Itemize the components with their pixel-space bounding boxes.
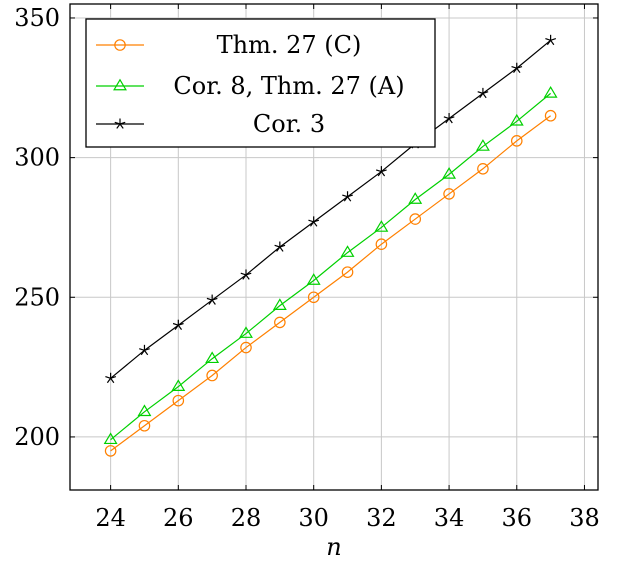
data-point [274,241,286,252]
data-point [172,319,184,331]
data-point [306,273,321,285]
x-tick-label: 38 [569,504,600,532]
data-point [103,432,118,445]
data-point [544,109,557,122]
legend-entry: Cor. 8, Thm. 27 (A) [96,72,405,100]
legend-entry: Cor. 3 [96,110,325,138]
data-point [342,191,353,202]
series-line [110,115,551,452]
plot-frame [69,3,599,491]
data-point [475,139,490,151]
data-point [240,341,252,354]
series-line [110,39,551,379]
data-point [340,245,355,257]
data-point [308,216,320,227]
data-point [545,34,557,46]
series-line [110,92,551,441]
data-point [375,166,387,177]
series-triangle [103,86,558,445]
data-point [138,419,151,432]
data-point [543,86,558,98]
x-tick-label: 28 [231,504,262,532]
data-point [374,220,389,232]
legend-label: Cor. 3 [253,110,325,138]
legend: Thm. 27 (C) Cor. 8, Thm. 27 (A) Cor. 3 [85,18,436,148]
data-point [139,344,150,356]
y-tick-label: 250 [14,283,60,311]
x-tick-label: 34 [434,504,465,532]
x-tick-label: 30 [298,504,329,532]
data-point [104,445,117,457]
x-axis-label: n [326,533,341,561]
data-point [511,62,523,74]
tick-labels: 24 26 28 30 32 34 36 38 200 250 300 350 [14,4,600,532]
data-point [375,238,388,251]
y-tick-label: 200 [14,423,60,451]
data-point [443,188,455,200]
data-point [206,369,218,382]
data-point [443,113,455,124]
legend-marker [114,118,126,129]
data-point [510,135,523,147]
legend-box [85,18,436,148]
data-point [409,213,422,225]
data-point [274,316,286,329]
data-point [206,294,218,305]
data-point [172,394,185,407]
data-point [272,298,287,310]
data-point [477,87,489,99]
data-point [341,266,354,278]
data-point [205,351,220,364]
x-tick-label: 36 [501,504,532,532]
data-point [442,167,457,179]
data-point [137,404,152,417]
data-point [477,162,489,175]
x-tick-label: 24 [95,504,126,532]
data-point [239,326,253,338]
data-point [171,379,186,391]
y-tick-label: 300 [14,144,60,172]
data-point [105,372,117,384]
series-circle [104,109,557,457]
legend-marker [114,39,126,51]
legend-label: Cor. 8, Thm. 27 (A) [173,72,404,100]
x-tick-label: 26 [163,504,194,532]
data-point [307,291,320,304]
legend-marker [113,78,127,91]
x-tick-label: 32 [366,504,397,532]
legend-label: Thm. 27 (C) [217,31,362,59]
series-layer [103,34,558,457]
legend-entry: Thm. 27 (C) [96,31,361,59]
data-point [240,269,252,280]
data-point [509,113,524,126]
data-point [408,192,423,204]
y-tick-label: 350 [14,4,60,32]
